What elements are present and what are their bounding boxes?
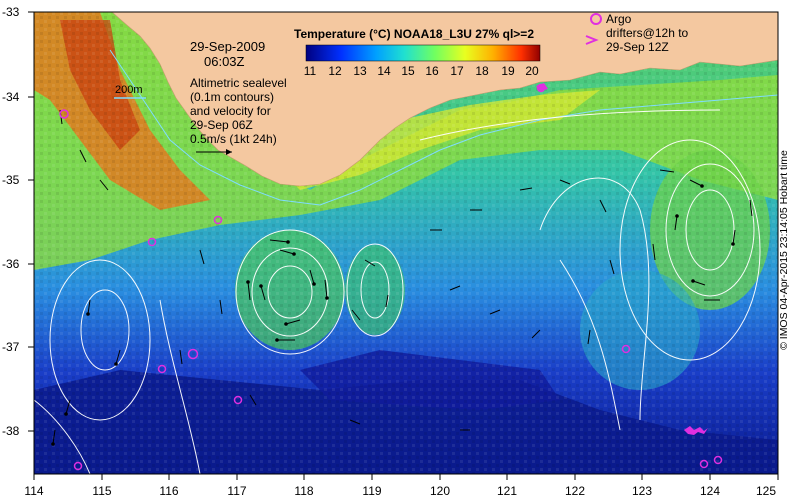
lon-label: 118 bbox=[294, 484, 314, 498]
lon-label: 120 bbox=[429, 484, 451, 498]
lat-label: -38 bbox=[2, 424, 20, 438]
lon-label: 114 bbox=[24, 484, 44, 498]
depth-contour-label: 200m bbox=[115, 84, 143, 96]
lon-label: 125 bbox=[755, 484, 777, 498]
lon-label: 116 bbox=[159, 484, 179, 498]
colorbar-tick: 20 bbox=[525, 64, 539, 78]
image-time: 06:03Z bbox=[204, 54, 245, 69]
lon-label: 115 bbox=[92, 484, 112, 498]
lat-label: -36 bbox=[2, 257, 20, 271]
depth-contour-200m bbox=[109, 49, 779, 206]
argo-legend: Argo drifters@12h to 29-Sep 12Z bbox=[606, 12, 688, 54]
argo-float[interactable] bbox=[699, 459, 709, 469]
colorbar-tick: 12 bbox=[328, 64, 342, 78]
colorbar bbox=[305, 44, 541, 62]
argo-float[interactable] bbox=[157, 364, 167, 374]
altimetry-note-line: (0.1m contours) bbox=[190, 90, 275, 104]
altimetry-note-line: 0.5m/s (1kt 24h) bbox=[190, 132, 277, 146]
velocity-scale-arrowhead bbox=[226, 149, 232, 155]
colorbar-tick: 18 bbox=[475, 64, 489, 78]
map-frame bbox=[33, 11, 779, 475]
lon-label: 121 bbox=[496, 484, 518, 498]
colorbar-tick: 13 bbox=[353, 64, 367, 78]
lon-label: 124 bbox=[699, 484, 721, 498]
lon-label: 119 bbox=[362, 484, 382, 498]
colorbar-tick: 17 bbox=[450, 64, 464, 78]
argo-legend-line: drifters@12h to bbox=[606, 26, 689, 40]
argo-legend-chevron bbox=[585, 35, 599, 45]
colorbar-title: Temperature (°C) NOAA18_L3U 27% ql>=2 bbox=[294, 27, 534, 41]
argo-legend-circle bbox=[590, 13, 602, 25]
arrowheads bbox=[51, 184, 735, 446]
axis-ticks bbox=[28, 11, 779, 480]
altimetry-note-line: Altimetric sealevel bbox=[190, 76, 287, 90]
argo-float[interactable] bbox=[621, 344, 631, 354]
colorbar-tick: 14 bbox=[377, 64, 391, 78]
colorbar-tick: 15 bbox=[401, 64, 415, 78]
argo-float[interactable] bbox=[713, 455, 723, 465]
lon-label: 122 bbox=[564, 484, 586, 498]
colorbar-tick: 16 bbox=[425, 64, 439, 78]
argo-float[interactable] bbox=[213, 215, 223, 225]
altimetry-note-line: 29-Sep 06Z bbox=[190, 118, 253, 132]
lon-label: 117 bbox=[227, 484, 247, 498]
lon-label: 123 bbox=[631, 484, 653, 498]
velocity-arrows bbox=[52, 109, 753, 445]
argo-float[interactable] bbox=[147, 237, 157, 247]
argo-legend-line: 29-Sep 12Z bbox=[606, 40, 669, 54]
lat-label: -34 bbox=[2, 90, 20, 104]
lat-label: -37 bbox=[2, 340, 20, 354]
colorbar-tick: 11 bbox=[303, 64, 317, 78]
lat-label: -33 bbox=[2, 5, 20, 19]
land-australia bbox=[111, 11, 779, 187]
image-date: 29-Sep-2009 bbox=[190, 39, 266, 54]
lat-label: -35 bbox=[2, 173, 20, 187]
argo-float[interactable] bbox=[73, 461, 83, 471]
argo-tracks bbox=[536, 83, 708, 435]
argo-float[interactable] bbox=[187, 348, 199, 360]
argo-legend-line: Argo bbox=[606, 12, 632, 26]
colorbar-tick: 19 bbox=[501, 64, 515, 78]
credit-line: © IMOS 04-Apr-2015 23:14:05 Hobart time bbox=[778, 150, 790, 350]
altimetry-note-line: and velocity for bbox=[190, 104, 271, 118]
sealevel-contours bbox=[33, 109, 761, 475]
argo-float[interactable] bbox=[233, 395, 243, 405]
argo-float[interactable] bbox=[59, 109, 69, 119]
altimetry-note: Altimetric sealevel (0.1m contours) and … bbox=[190, 76, 310, 146]
